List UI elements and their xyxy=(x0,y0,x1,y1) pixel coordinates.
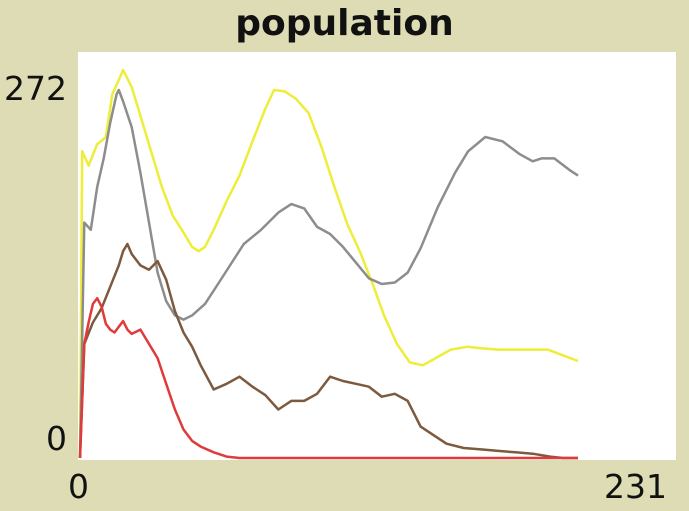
series-line-3 xyxy=(78,242,578,460)
series-line-1 xyxy=(78,68,579,459)
y-tick-max: 272 xyxy=(4,69,67,108)
chart-title: population xyxy=(235,3,454,44)
plot-area xyxy=(78,52,676,460)
x-tick-min: 0 xyxy=(68,467,89,506)
y-tick-min: 0 xyxy=(46,419,67,458)
series-line-4 xyxy=(78,296,578,460)
series-line-2 xyxy=(78,88,579,459)
x-tick-max: 231 xyxy=(604,467,667,506)
plot-svg xyxy=(78,68,579,460)
